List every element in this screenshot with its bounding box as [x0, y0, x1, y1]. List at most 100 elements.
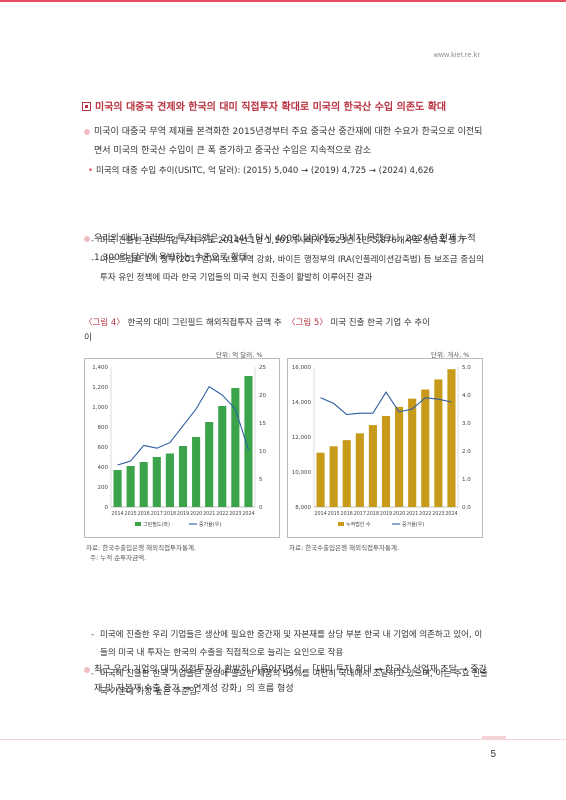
bar	[355, 433, 364, 507]
x-tick-label: 2019	[177, 511, 189, 517]
figure-4-source: 자료: 한국수출입은행 해외직접투자통계.	[86, 544, 197, 552]
x-tick-label: 2022	[216, 511, 228, 517]
figure-4-title: 한국의 대미 그린필드 해외직접투자 금액 추이	[84, 318, 282, 343]
figure-5-chart: 8,000 10,000 12,000 14,000 16,000 0.0 1.0 2.0 3.…	[287, 358, 483, 538]
bar	[434, 379, 443, 507]
y-right-tick-label: 10	[259, 449, 266, 455]
paragraph-3-dash-1-text: 미국에 진출한 우리 기업들은 생산에 필요한 중간재 및 자본재를 상당 부분…	[100, 630, 483, 658]
figure-5-title: 미국 진출 한국 기업 수 추이	[330, 318, 430, 328]
figure-5-caption: 〈그림 5〉 미국 진출 한국 기업 수 추이	[287, 316, 487, 331]
x-tick-label: 2023	[229, 511, 241, 517]
paragraph-1: 미국이 대중국 무역 제재를 본격화한 2015년경부터 주요 중국산 중간재에…	[84, 123, 489, 161]
legend-line-label: 증가율(우)	[199, 521, 221, 528]
square-bullet-icon	[82, 102, 91, 111]
x-tick-label: 2014	[314, 511, 326, 517]
y-right-tick-label: 15	[259, 421, 266, 427]
dash-icon: -	[91, 236, 95, 246]
x-tick-label: 2022	[419, 511, 431, 517]
bar	[139, 462, 148, 507]
bar	[126, 466, 135, 507]
y-right-tick-label: 3.0	[462, 421, 471, 427]
y-right-tick-label: 5.0	[462, 365, 471, 371]
x-tick-label: 2015	[328, 511, 340, 517]
y-right-tick-label: 20	[259, 393, 266, 399]
bar	[165, 453, 174, 507]
figure-5-svg: 8,000 10,000 12,000 14,000 16,000 0.0 1.0 2.0 3.…	[292, 365, 471, 528]
bar	[381, 416, 391, 507]
y-right-tick-label: 2.0	[462, 449, 471, 455]
paragraph-3-dash-1: - 미국에 진출한 우리 기업들은 생산에 필요한 중간재 및 자본재를 상당 부…	[91, 626, 488, 662]
legend-bar-label: 누적법인 수	[346, 521, 371, 528]
figure-4-caption: 〈그림 4〉 한국의 대미 그린필드 해외직접투자 금액 추이	[84, 316, 284, 346]
figure-5-source: 자료: 한국수출입은행 해외직접투자통계.	[289, 544, 400, 552]
dash-icon: -	[91, 630, 95, 640]
paragraph-1-sub: • 미국의 대중 수입 추이(USITC, 억 달러): (2015) 5,040…	[88, 162, 488, 180]
site-url: www.kiet.re.kr	[433, 52, 480, 59]
line-series	[320, 391, 452, 416]
y-left-tick-label: 1,400	[92, 365, 108, 371]
y-left-tick-label: 600	[98, 445, 109, 451]
x-tick-label: 2021	[406, 511, 418, 517]
bar	[447, 369, 456, 507]
paragraph-3-dash-2-text: 미국에 진출한 한국 기업들은 운영에 필요한 제품의 59%를 여전히 국내에…	[100, 669, 488, 697]
x-tick-label: 2023	[432, 511, 444, 517]
paragraph-2: 우리의 대미 그린필드 투자금액은 2014년 당시 400억 달러에도 미치지…	[84, 230, 489, 268]
legend-line-label: 증가율(우)	[402, 521, 424, 528]
footer-tab	[482, 736, 506, 740]
dash-icon: -	[91, 669, 95, 679]
bar	[408, 398, 417, 507]
x-tick-label: 2017	[354, 511, 366, 517]
bar	[231, 388, 240, 507]
line-series	[117, 385, 249, 466]
bar	[113, 470, 122, 507]
y-right-tick-label: 25	[259, 365, 266, 371]
bar	[421, 389, 430, 507]
legend-bar-swatch	[135, 522, 141, 526]
x-tick-label: 2018	[367, 511, 379, 517]
x-tick-label: 2016	[138, 511, 150, 517]
y-left-tick-label: 800	[98, 425, 109, 431]
x-tick-label: 2024	[445, 511, 457, 517]
y-left-tick-label: 1,200	[92, 385, 108, 391]
x-tick-label: 2024	[242, 511, 254, 517]
y-right-tick-label: 4.0	[462, 393, 471, 399]
legend-bar-swatch	[338, 522, 344, 526]
paragraph-3-dash-2: - 미국에 진출한 한국 기업들은 운영에 필요한 제품의 59%를 여전히 국내…	[91, 665, 488, 701]
bar	[192, 437, 201, 507]
x-tick-label: 2020	[393, 511, 405, 517]
bar	[152, 457, 161, 507]
y-left-tick-label: 12,000	[292, 435, 312, 441]
y-right-tick-label: 0	[259, 505, 263, 511]
top-accent-rule	[0, 0, 566, 2]
bar	[178, 446, 188, 507]
figure-5-number: 〈그림 5〉	[287, 318, 328, 328]
bar	[205, 422, 214, 507]
paragraph-1-sub-text: 미국의 대중 수입 추이(USITC, 억 달러): (2015) 5,040 …	[96, 166, 434, 176]
x-tick-label: 2016	[341, 511, 353, 517]
paragraph-2-dash-1: - 미국 진출한 한국 기업 누적 수도 2014년 1만 1,101개사에서 2…	[91, 232, 488, 250]
x-tick-label: 2019	[380, 511, 392, 517]
y-right-tick-label: 5	[259, 477, 263, 483]
bar	[316, 452, 325, 507]
y-left-tick-label: 0	[105, 505, 109, 511]
x-tick-label: 2020	[190, 511, 202, 517]
legend-bar-label: 그린필드(좌)	[143, 521, 170, 528]
dot-icon: •	[88, 166, 94, 176]
y-right-tick-label: 0.0	[462, 505, 471, 511]
section-heading: 미국의 대중국 견제와 한국의 대미 직접투자 확대로 미국의 한국산 수입 의…	[82, 98, 502, 113]
y-left-tick-label: 400	[98, 465, 109, 471]
x-tick-label: 2014	[111, 511, 123, 517]
paragraph-2-dash-2-text: 이는 트럼프 1기 정부(2017년)의 보호무역 강화, 바이든 행정부의 I…	[100, 255, 484, 283]
y-right-tick-label: 1.0	[462, 477, 471, 483]
y-left-tick-label: 16,000	[292, 365, 312, 371]
page-number: 5	[490, 749, 496, 760]
figure-4-unit: 단위: 억 달러, %	[216, 351, 263, 359]
x-tick-label: 2017	[151, 511, 163, 517]
bar	[329, 446, 338, 507]
bar	[395, 406, 404, 507]
figure-4-svg: 0 200 400 600 800 1,000 1,200 1,400 0 5 10 15 20 25 20…	[92, 365, 266, 528]
y-left-tick-label: 14,000	[292, 400, 312, 406]
y-left-tick-label: 10,000	[292, 470, 312, 476]
bar	[342, 440, 351, 507]
bar	[244, 376, 253, 507]
